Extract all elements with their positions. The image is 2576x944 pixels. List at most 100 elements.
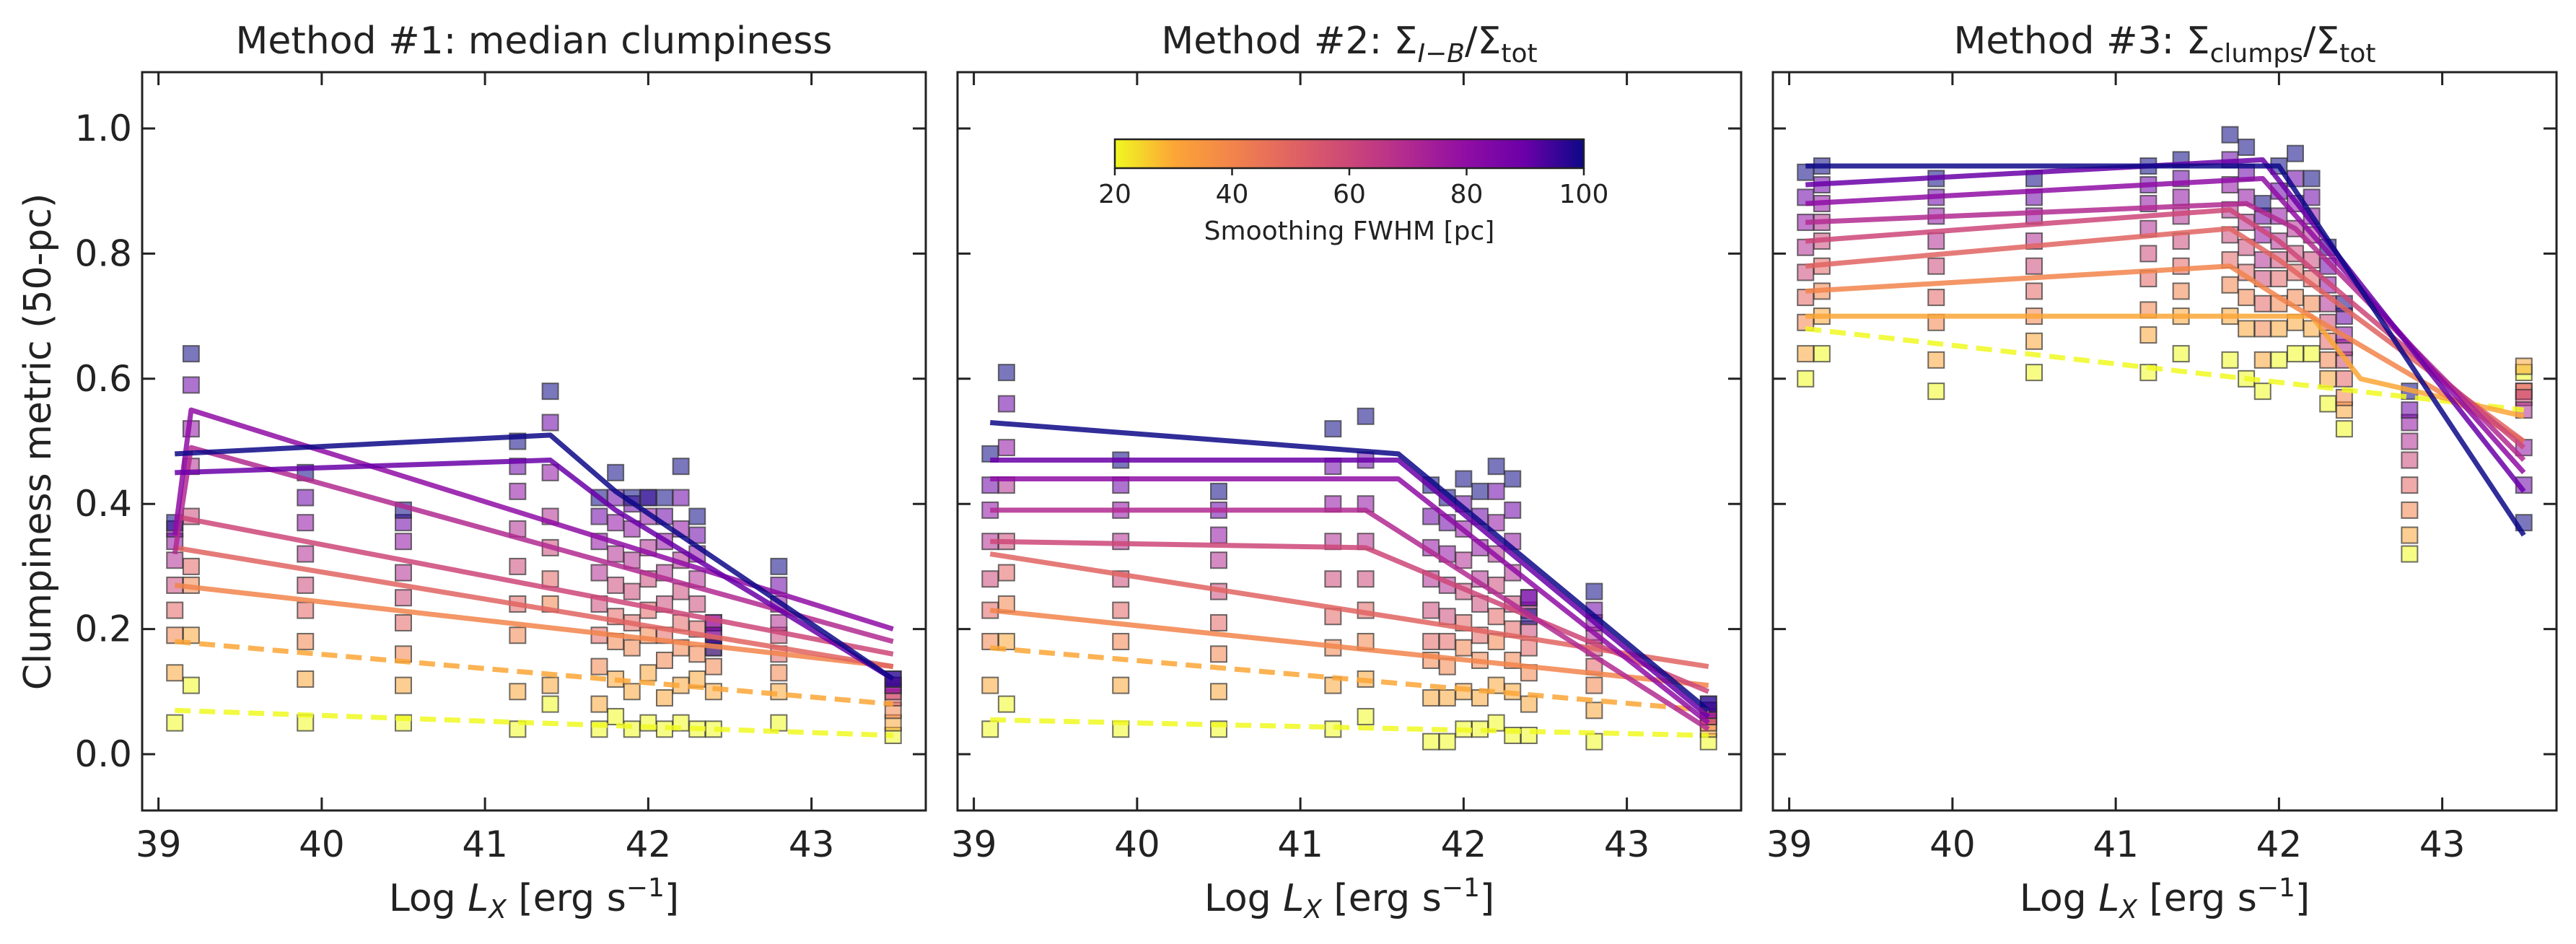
fit-line-60 [174, 514, 894, 657]
data-point [2221, 351, 2239, 369]
data-point [1455, 470, 1473, 488]
fit-line-80 [990, 476, 1710, 725]
colorbar-tick-label: 60 [1333, 180, 1366, 209]
colorbar-gradient [1113, 138, 1585, 170]
data-point [2172, 345, 2190, 363]
data-point [1487, 608, 1505, 626]
panel-2-x-axis-label: Log LX [erg s−1] [1204, 873, 1494, 925]
colorbar-tick-label: 80 [1450, 180, 1484, 209]
data-point [2253, 320, 2271, 338]
data-point [1927, 383, 1945, 401]
data-point [297, 545, 315, 563]
data-point [623, 683, 641, 701]
data-point [1455, 551, 1473, 569]
data-point [2172, 188, 2190, 206]
data-point [981, 720, 999, 738]
data-point [656, 651, 673, 669]
data-point [2401, 401, 2419, 419]
data-point [297, 632, 315, 650]
data-point [2335, 420, 2353, 438]
data-point [688, 645, 706, 663]
data-point [672, 489, 690, 507]
data-point [1422, 733, 1440, 751]
data-point [509, 683, 527, 701]
x-tick-label: 43 [789, 823, 835, 865]
panel-method-2: 39 40 41 42 43 [951, 71, 1743, 865]
data-point [182, 557, 200, 575]
fit-line-30 [989, 645, 1709, 713]
data-point [182, 345, 200, 363]
data-point [1927, 232, 1945, 250]
panel-2-title: Method #2: ΣI−B/Σtot [1161, 19, 1537, 69]
data-point [2238, 289, 2256, 307]
data-point [997, 364, 1015, 382]
data-point [395, 533, 412, 551]
y-axis-label: Clumpiness metric (50-pc) [17, 193, 60, 691]
data-point [672, 458, 690, 476]
fit-line-80 [172, 407, 894, 631]
fit-line-100 [175, 432, 895, 681]
fit-line-80 [1805, 175, 2526, 475]
data-point [1927, 351, 1945, 369]
panel-frame [141, 71, 927, 812]
data-point [590, 695, 608, 713]
x-tick-label: 41 [2093, 823, 2139, 865]
data-point [166, 714, 184, 732]
data-point [2319, 370, 2337, 388]
data-point [2303, 294, 2321, 313]
data-point [2025, 257, 2043, 275]
data-point [1487, 458, 1505, 476]
x-tick-label: 40 [299, 823, 345, 865]
data-point [2515, 357, 2533, 375]
x-tick-label: 43 [1604, 823, 1650, 865]
fit-line-70 [172, 445, 894, 644]
fit-line-60 [990, 538, 1710, 694]
x-tick-label: 41 [1277, 823, 1323, 865]
data-point [182, 376, 200, 394]
y-tick-label: 0.2 [74, 608, 132, 650]
data-point [1520, 639, 1538, 657]
fit-line-30 [1805, 313, 2525, 419]
fit-line-90 [1805, 157, 2526, 494]
data-point [1438, 689, 1456, 707]
data-point [1585, 582, 1603, 600]
panel-3-title: Method #3: Σclumps/Σtot [1953, 19, 2375, 69]
data-point [1520, 589, 1538, 607]
data-point [704, 657, 722, 676]
data-point [1927, 257, 1945, 275]
data-point [297, 670, 315, 688]
data-point [997, 564, 1015, 582]
data-point [166, 551, 184, 569]
y-tick-label: 0.0 [74, 733, 132, 775]
data-point [2401, 476, 2419, 494]
data-point [509, 626, 527, 644]
data-point [297, 489, 315, 507]
fit-line-50 [174, 545, 894, 670]
fit-line-60 [1805, 207, 2526, 450]
data-point [2287, 345, 2304, 363]
data-point [2335, 370, 2353, 388]
data-point [1797, 370, 1815, 388]
data-point [770, 664, 788, 682]
data-point [607, 463, 625, 481]
data-point [2238, 139, 2256, 157]
data-point [2401, 501, 2419, 519]
panel-frame [1771, 71, 2558, 812]
data-point [509, 720, 527, 738]
data-point [607, 707, 625, 725]
data-point [623, 582, 641, 600]
y-tick-label: 0.6 [74, 358, 132, 400]
data-point [639, 664, 657, 682]
fit-line-20 [1805, 325, 2525, 413]
data-point [981, 570, 999, 588]
data-point [2238, 320, 2256, 338]
data-point [1585, 676, 1603, 694]
data-point [1112, 601, 1130, 619]
data-point [2025, 282, 2043, 300]
data-point [297, 601, 315, 619]
data-point [770, 613, 788, 631]
data-point [297, 514, 315, 532]
data-point [2025, 364, 2043, 382]
data-point [297, 576, 315, 594]
